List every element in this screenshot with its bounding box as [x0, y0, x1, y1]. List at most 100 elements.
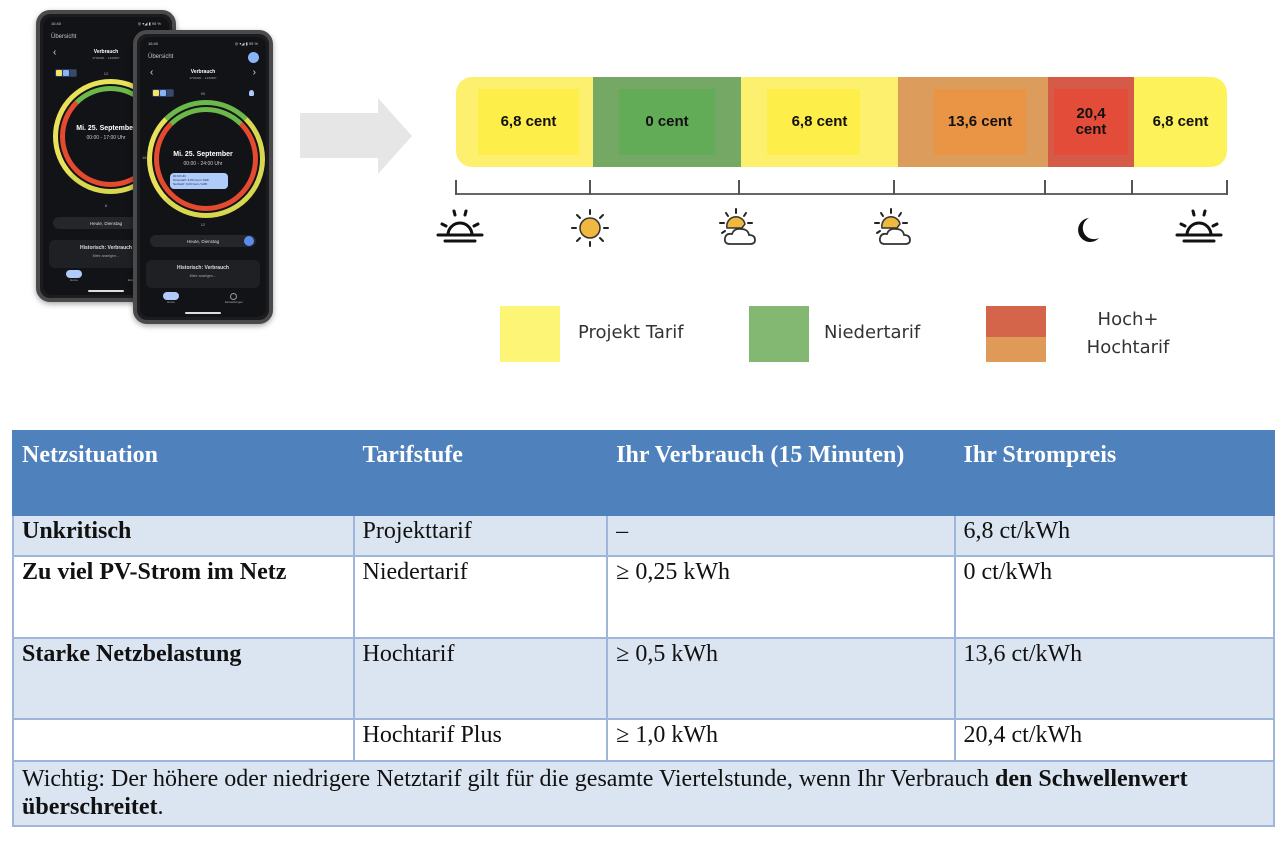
clock-hour-top: 00	[200, 91, 206, 96]
tariff-segment: 13,6 cent	[898, 77, 1048, 167]
timeline-tick	[1131, 180, 1133, 195]
cell-situation	[12, 718, 355, 762]
time-range: 00:00 - 24:00 Uhr	[183, 161, 223, 167]
header-verbrauch: Ihr Verbrauch (15 Minuten)	[606, 430, 956, 516]
consumption-ring-inner	[154, 107, 258, 211]
bottom-nav: Home Einstellungen	[140, 287, 266, 309]
legend-swatch-hoch	[986, 306, 1046, 362]
tariff-segment: 6,8 cent	[741, 77, 898, 167]
header-strompreis: Ihr Strompreis	[953, 430, 1276, 516]
legend-swatch-projekt	[500, 306, 560, 362]
today-button[interactable]: Heute, Dienstag	[150, 235, 256, 247]
screen-subtitle: 4702020… 1234567	[92, 56, 120, 60]
nav-settings[interactable]: Einstellungen	[225, 292, 243, 304]
arrow-right-icon	[300, 98, 412, 174]
status-bar: 16:40 ◎ ▾◢ ▮ 95 %	[148, 41, 258, 46]
sun-icon	[571, 209, 609, 247]
day-night-toggle[interactable]	[152, 89, 174, 97]
history-more-link[interactable]: Mehr anzeigen…	[189, 274, 217, 278]
segment-price: 6,8 cent	[1152, 112, 1209, 130]
nav-home[interactable]: Home	[65, 270, 82, 282]
chevron-left-icon[interactable]: ‹	[150, 67, 154, 78]
chevron-right-icon[interactable]: ›	[252, 67, 256, 78]
segment-highlight	[478, 89, 579, 155]
tariff-segment: 0 cent	[593, 77, 741, 167]
header-tarifstufe: Tarifstufe	[352, 430, 609, 516]
partly-cloudy-icon	[874, 208, 911, 245]
nav-home-label: Home	[69, 278, 78, 282]
tooltip-time: 00:00 Uhr	[173, 174, 187, 178]
status-time: 16:40	[148, 41, 159, 46]
segment-price: 6,8 cent	[500, 112, 557, 130]
screen-title: Verbrauch	[93, 49, 119, 55]
chevron-left-icon[interactable]: ‹	[53, 47, 57, 58]
history-card[interactable]: Historisch: Verbrauch Mehr anzeigen…	[146, 260, 260, 288]
partly-cloudy-icon	[719, 208, 756, 245]
timeline-axis	[455, 193, 1228, 195]
history-more-link[interactable]: Mehr anzeigen…	[92, 254, 120, 258]
timeline-tick	[589, 180, 591, 195]
status-time: 16:40	[51, 21, 62, 26]
segment-price: 0 cent	[645, 112, 689, 130]
note-suffix: .	[157, 793, 164, 820]
cell-price: 13,6 ct/kWh	[953, 637, 1276, 720]
tariff-tooltip: 00:00 Uhr Stromtarif: 6,80 Cent / kWh Ne…	[170, 173, 228, 189]
segment-highlight	[934, 89, 1026, 155]
cell-price: 20,4 ct/kWh	[953, 718, 1276, 762]
tariff-timeline-bar: 6,8 cent 0 cent 6,8 cent 13,6 cent 20,4 …	[456, 77, 1227, 167]
overview-title: Übersicht	[148, 54, 174, 60]
segment-price: 6,8 cent	[791, 112, 848, 130]
screen-subtitle: 4702020… 1234567	[189, 76, 217, 80]
day-label: Mi. 25. September	[173, 151, 233, 158]
gear-icon	[230, 292, 238, 300]
header-netzsituation: Netzsituation	[12, 430, 355, 516]
sunrise-icon	[1175, 209, 1223, 243]
tariff-segment: 6,8 cent	[1134, 77, 1227, 167]
cell-consumption: –	[606, 514, 956, 557]
timeline-tick	[1226, 180, 1228, 195]
sunrise-icon	[436, 209, 484, 243]
home-indicator	[185, 312, 221, 314]
note-cell: Wichtig: Der höhere oder niedrigere Netz…	[12, 759, 1275, 828]
segment-highlight	[1054, 89, 1128, 155]
table-note-row: Wichtig: Der höhere oder niedrigere Netz…	[12, 759, 1275, 828]
timeline-tick	[738, 180, 740, 195]
cell-price: 6,8 ct/kWh	[953, 514, 1276, 557]
timeline-tick	[893, 180, 895, 195]
lightbulb-icon[interactable]	[249, 90, 254, 96]
cell-tier: Projekttarif	[352, 514, 609, 557]
nav-home[interactable]: Home	[162, 292, 179, 304]
table-row: Unkritisch Projekttarif – 6,8 ct/kWh	[12, 514, 1276, 557]
status-bar: 16:40 ◎ ▾◢ ▮ 95 %	[51, 21, 161, 26]
legend-label-nieder: Niedertarif	[824, 322, 921, 343]
clock-hour-bottom: 12	[200, 222, 206, 227]
cell-tier: Hochtarif Plus	[352, 718, 609, 762]
account-button[interactable]	[248, 52, 259, 63]
go-today-button[interactable]	[244, 236, 254, 246]
timeline-tick	[455, 180, 457, 195]
segment-price: 20,4 cent	[1075, 104, 1107, 138]
cell-consumption: ≥ 0,5 kWh	[606, 637, 956, 720]
legend-label-hoch-line2: Hochtarif	[1086, 337, 1170, 358]
tariff-segment: 6,8 cent	[456, 77, 593, 167]
table-row: Hochtarif Plus ≥ 1,0 kWh 20,4 ct/kWh	[12, 718, 1276, 762]
clock-hour-bottom: 6	[104, 203, 108, 208]
phone-screen: 16:40 ◎ ▾◢ ▮ 95 % Übersicht ‹ › Verbrauc…	[140, 37, 266, 317]
status-icons: ◎ ▾◢ ▮ 95 %	[137, 21, 161, 26]
today-label: Heute, Dienstag	[89, 220, 123, 226]
screen-title: Verbrauch	[190, 69, 216, 75]
overview-title: Übersicht	[51, 34, 77, 40]
tooltip-stromtarif: Stromtarif: 6,80 Cent / kWh	[173, 177, 210, 182]
legend-label-hoch-line1: Hoch+	[1097, 309, 1159, 330]
cell-consumption: ≥ 1,0 kWh	[606, 718, 956, 762]
nav-home-label: Home	[166, 300, 175, 304]
phone-mockup-front: 16:40 ◎ ▾◢ ▮ 95 % Übersicht ‹ › Verbrauc…	[133, 30, 273, 324]
cell-situation: Zu viel PV-Strom im Netz	[12, 555, 355, 639]
today-label: Heute, Dienstag	[186, 238, 220, 244]
table-row: Starke Netzbelastung Hochtarif ≥ 0,5 kWh…	[12, 637, 1276, 720]
day-night-toggle[interactable]	[55, 69, 77, 77]
table-row: Zu viel PV-Strom im Netz Niedertarif ≥ 0…	[12, 555, 1276, 639]
table-header-row: Netzsituation Tarifstufe Ihr Verbrauch (…	[12, 430, 1276, 516]
today-button[interactable]: Heute, Dienstag	[53, 217, 159, 229]
day-label: Mi. 25. September	[76, 125, 136, 132]
